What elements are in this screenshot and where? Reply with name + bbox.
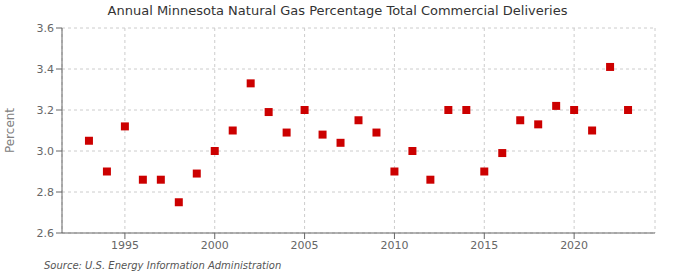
svg-text:2.6: 2.6 [37, 227, 55, 240]
svg-text:3.4: 3.4 [37, 63, 55, 76]
svg-text:2020: 2020 [560, 239, 588, 252]
svg-text:2015: 2015 [470, 239, 498, 252]
svg-text:3.0: 3.0 [37, 145, 55, 158]
svg-text:Percent: Percent [8, 108, 17, 153]
html-text:Source: U.S. Energy Informatio: Source: U.S. Energy Information Administ… [44, 260, 282, 271]
svg-text:2000: 2000 [201, 239, 229, 252]
html-text:Annual Minnesota Natural Gas P: Annual Minnesota Natural Gas Percentage … [107, 3, 568, 18]
svg-text:1995: 1995 [111, 239, 139, 252]
svg-text:2.8: 2.8 [37, 186, 55, 199]
svg-text:2005: 2005 [291, 239, 319, 252]
svg-text:3.6: 3.6 [37, 22, 55, 35]
svg-text:2010: 2010 [380, 239, 408, 252]
svg-text:3.2: 3.2 [37, 104, 55, 117]
